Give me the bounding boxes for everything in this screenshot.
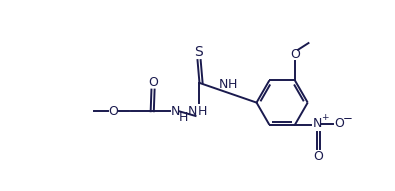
Text: N: N — [170, 105, 180, 118]
Text: +: + — [322, 113, 329, 122]
Text: N: N — [312, 117, 322, 130]
Text: H: H — [179, 111, 188, 124]
Text: H: H — [198, 105, 207, 118]
Text: H: H — [227, 78, 237, 91]
Text: N: N — [188, 105, 197, 118]
Text: S: S — [194, 45, 203, 59]
Text: −: − — [343, 112, 353, 125]
Text: O: O — [313, 150, 323, 163]
Text: O: O — [334, 117, 344, 130]
Text: O: O — [148, 76, 158, 89]
Text: O: O — [290, 48, 300, 61]
Text: O: O — [109, 105, 118, 118]
Text: N: N — [218, 78, 228, 91]
